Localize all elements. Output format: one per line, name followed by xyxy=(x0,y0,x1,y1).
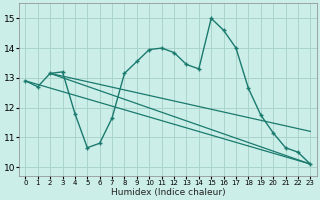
X-axis label: Humidex (Indice chaleur): Humidex (Indice chaleur) xyxy=(110,188,225,197)
